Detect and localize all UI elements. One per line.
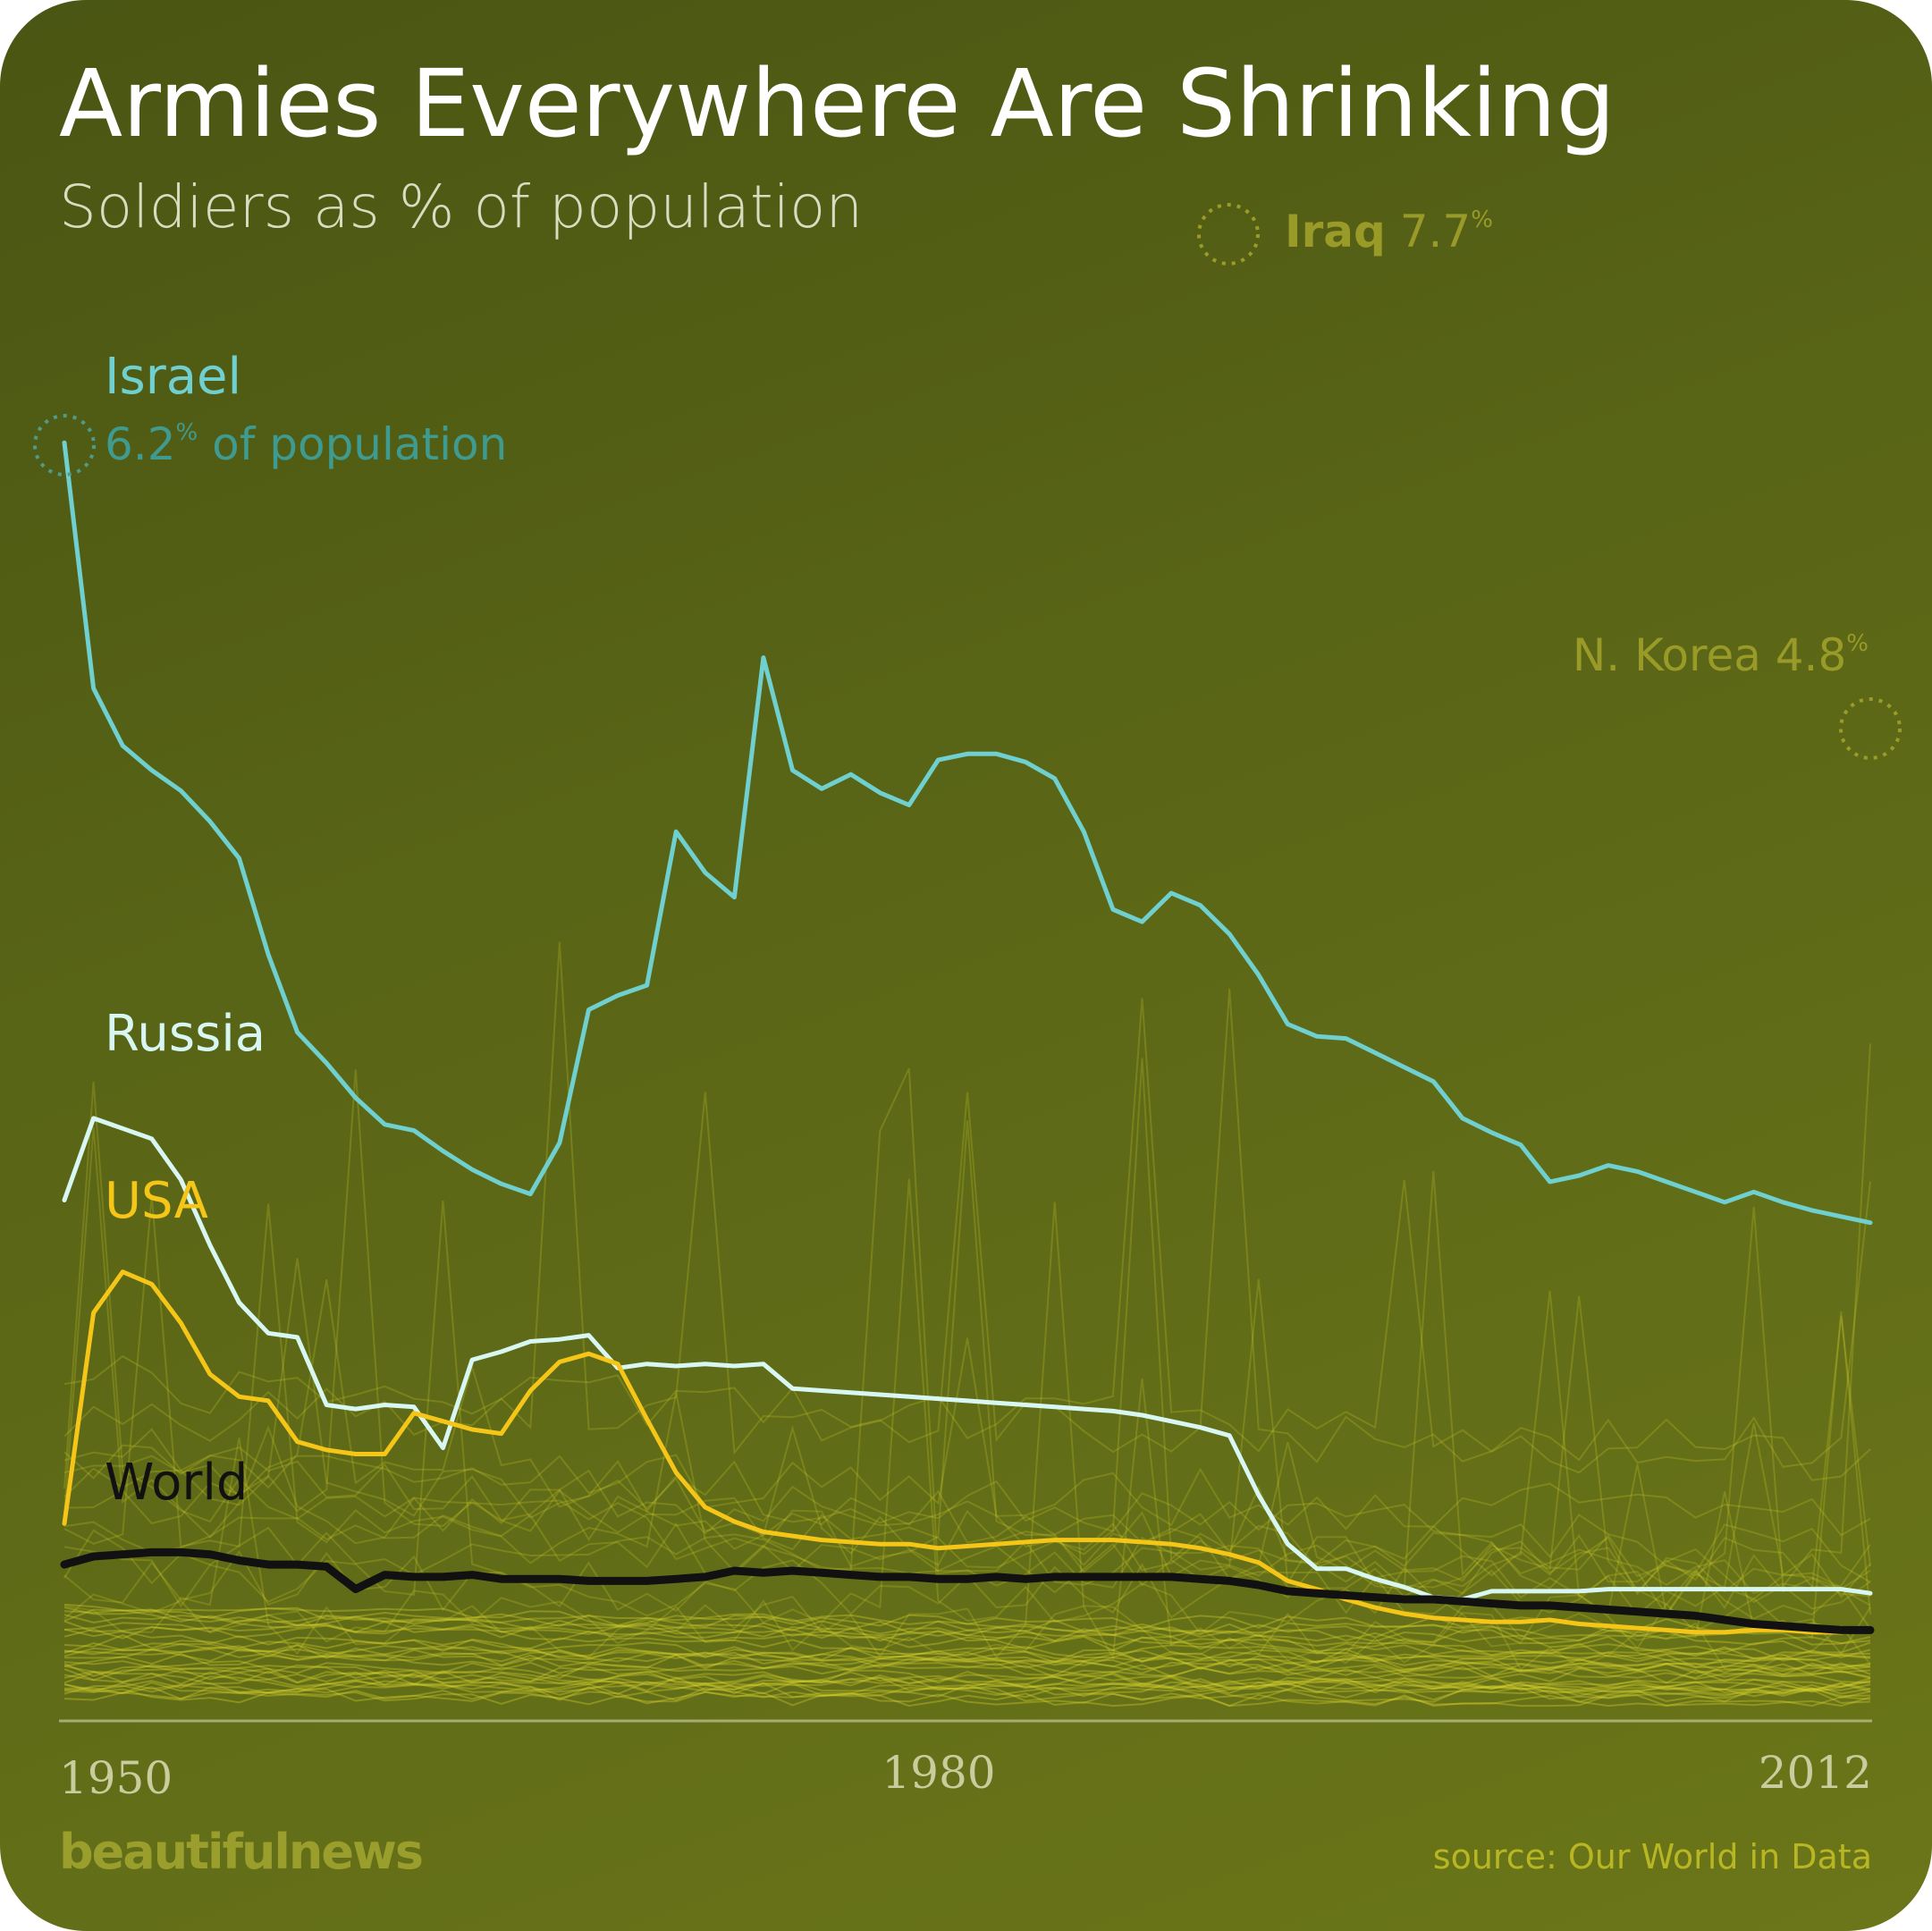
background-country-line bbox=[63, 1311, 1871, 1656]
background-country-line bbox=[63, 1675, 1871, 1693]
background-country-line bbox=[63, 1178, 1871, 1656]
background-country-line bbox=[63, 1202, 1871, 1672]
background-country-line bbox=[63, 1642, 1871, 1669]
iraq-value: 7.7 bbox=[1400, 206, 1472, 257]
series-line-usa bbox=[62, 1269, 1873, 1635]
background-country-line bbox=[63, 1660, 1871, 1678]
background-country-lines bbox=[63, 941, 1871, 1708]
background-country-line bbox=[63, 1644, 1871, 1665]
background-country-line bbox=[63, 1603, 1871, 1654]
nkorea-unit: % bbox=[1846, 630, 1869, 657]
background-country-line bbox=[63, 1279, 1871, 1583]
highlighted-series bbox=[60, 440, 1875, 1635]
background-country-line bbox=[63, 1609, 1871, 1662]
background-country-line bbox=[63, 1670, 1871, 1694]
background-country-line bbox=[63, 1688, 1871, 1708]
background-country-line bbox=[63, 1670, 1871, 1698]
background-country-line bbox=[63, 1069, 1871, 1610]
israel-peak-value: 6.2 bbox=[105, 418, 176, 470]
background-country-line bbox=[63, 1691, 1871, 1708]
source-note: source: Our World in Data bbox=[1433, 1837, 1872, 1876]
background-country-line bbox=[63, 1663, 1871, 1680]
brand-logo: beautifulnews bbox=[59, 1824, 422, 1880]
israel-label: Israel bbox=[105, 348, 241, 406]
series-line-world bbox=[60, 1547, 1875, 1634]
usa-label: USA bbox=[105, 1172, 208, 1230]
background-country-line bbox=[63, 1628, 1871, 1671]
background-country-line bbox=[63, 941, 1871, 1468]
background-country-line bbox=[63, 1667, 1871, 1693]
series-line-russia bbox=[62, 1116, 1873, 1602]
background-country-line bbox=[63, 1058, 1871, 1598]
background-country-line bbox=[63, 1606, 1871, 1646]
x-tick-1980: 1980 bbox=[882, 1747, 995, 1799]
background-country-line bbox=[63, 1067, 1871, 1616]
background-country-line bbox=[63, 1682, 1871, 1703]
background-country-line bbox=[63, 1680, 1871, 1696]
background-country-line bbox=[63, 1663, 1871, 1692]
background-country-line bbox=[63, 1618, 1871, 1638]
israel-peak-note: 6.2% of population bbox=[105, 418, 507, 470]
nkorea-label: N. Korea bbox=[1573, 629, 1761, 681]
nkorea-value: 4.8 bbox=[1776, 629, 1847, 681]
background-country-line bbox=[63, 998, 1871, 1481]
background-country-line bbox=[63, 1337, 1871, 1537]
iraq-peak-marker bbox=[1197, 203, 1260, 266]
background-country-line bbox=[63, 1686, 1871, 1704]
background-country-line bbox=[63, 1620, 1871, 1662]
background-country-line bbox=[63, 1624, 1871, 1646]
background-country-line bbox=[63, 1081, 1871, 1610]
chart-subtitle: Soldiers as % of population bbox=[59, 173, 863, 241]
background-country-line bbox=[63, 1043, 1871, 1589]
background-country-line bbox=[63, 1120, 1871, 1595]
x-tick-1950: 1950 bbox=[59, 1752, 173, 1804]
background-country-line bbox=[63, 1668, 1871, 1692]
background-country-line bbox=[63, 1648, 1871, 1684]
background-country-line bbox=[63, 1258, 1871, 1588]
russia-label: Russia bbox=[105, 1005, 266, 1063]
series-line-israel bbox=[62, 440, 1873, 1226]
chart-title: Armies Everywhere Are Shrinking bbox=[59, 49, 1616, 158]
background-country-line bbox=[63, 1641, 1871, 1681]
iraq-label: Iraq bbox=[1285, 206, 1386, 257]
iraq-note: Iraq 7.7% bbox=[1285, 206, 1493, 257]
israel-peak-marker bbox=[33, 414, 96, 476]
israel-peak-suffix: of population bbox=[212, 418, 507, 470]
iraq-unit: % bbox=[1471, 207, 1493, 233]
israel-peak-unit: % bbox=[176, 419, 198, 446]
world-label: World bbox=[105, 1454, 248, 1512]
x-tick-2012: 2012 bbox=[1759, 1747, 1872, 1799]
background-country-line bbox=[63, 1633, 1871, 1676]
background-country-line bbox=[63, 1652, 1871, 1674]
nkorea-marker bbox=[1839, 697, 1902, 760]
nkorea-note: N. Korea 4.8% bbox=[1573, 629, 1869, 681]
background-country-line bbox=[63, 1614, 1871, 1660]
background-country-line bbox=[63, 1680, 1871, 1700]
background-country-line bbox=[63, 1647, 1871, 1676]
